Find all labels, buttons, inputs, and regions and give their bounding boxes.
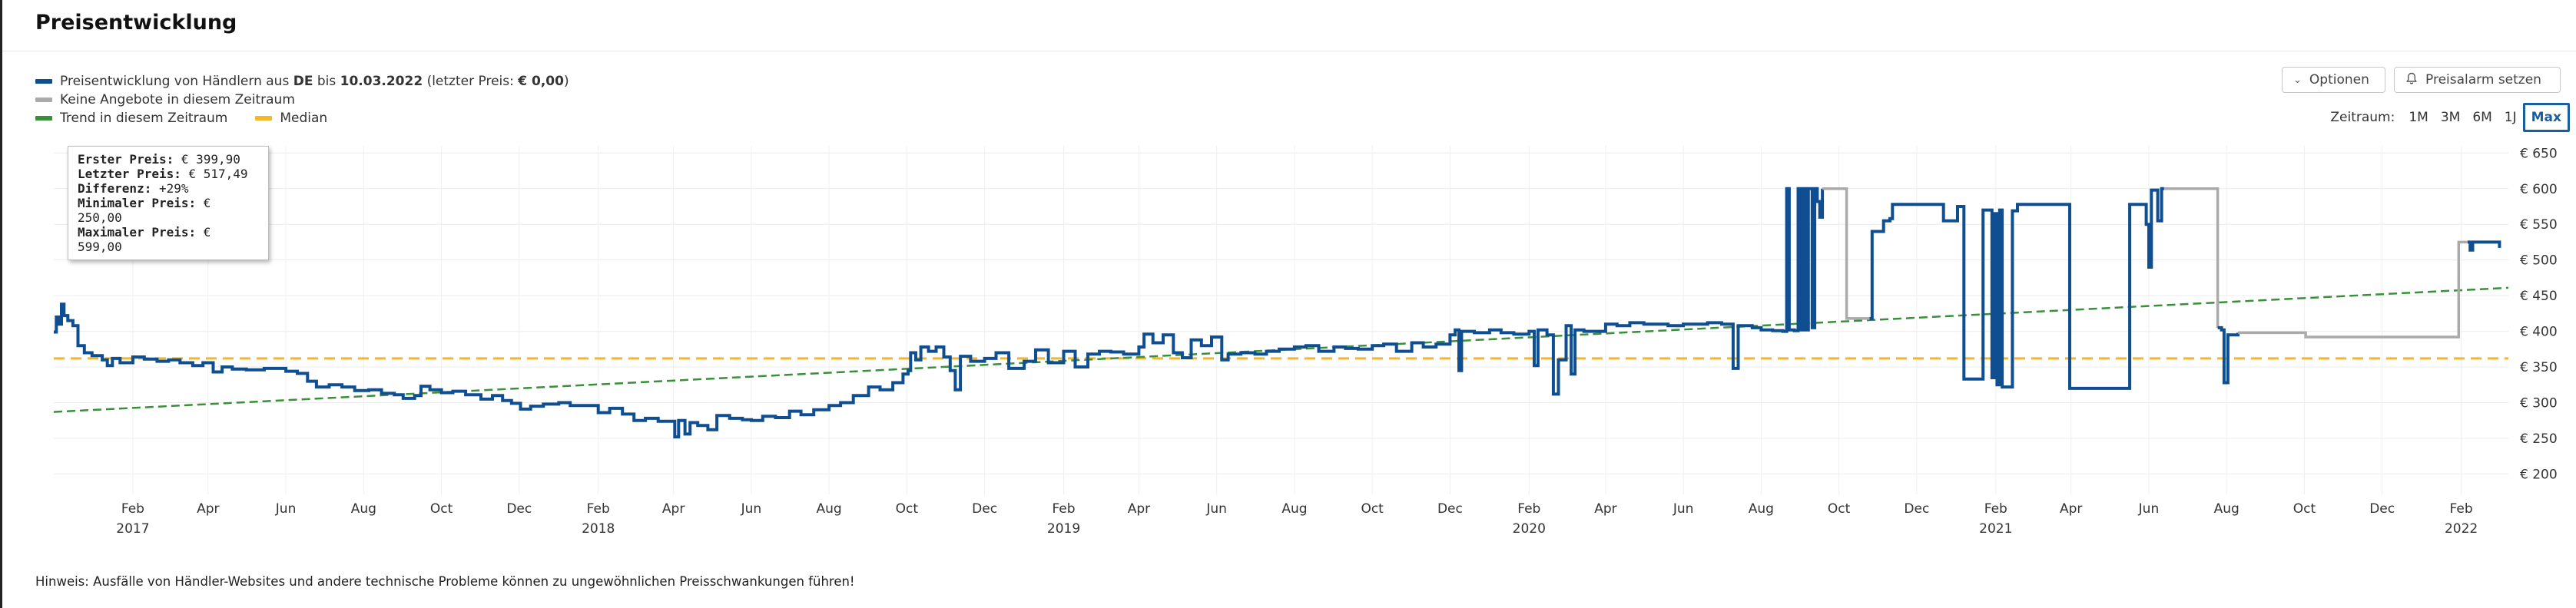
- legend-label-trend: Trend in diesem Zeitraum: [60, 111, 228, 126]
- price-chart: € 200 € 250 € 300 € 350 € 400 € 450 € 500 € 550…: [53, 146, 2558, 537]
- legend-label-price: Preisentwicklung von Händlern aus DE bis…: [60, 74, 569, 89]
- legend-item-trend[interactable]: Trend in diesem Zeitraum: [35, 111, 227, 126]
- min-price-value: € 250,00: [78, 196, 211, 225]
- y-tick-label: € 250: [2520, 431, 2558, 447]
- y-tick-label: € 650: [2520, 146, 2558, 161]
- x-tick-label: Jun: [2138, 501, 2160, 517]
- x-tick-label: Feb: [1052, 501, 1075, 517]
- no-offers-series-line: [2163, 187, 2220, 328]
- disclaimer-note: Hinweis: Ausfälle von Händler-Websites u…: [35, 574, 855, 589]
- y-tick-label: € 300: [2520, 396, 2558, 411]
- difference-value: +29%: [158, 181, 189, 196]
- x-tick-label: Jun: [275, 501, 297, 517]
- x-tick-label: Apr: [1594, 501, 1616, 517]
- range-selector: Zeitraum: 1M 3M 6M 1J Max: [2330, 103, 2570, 132]
- x-tick-label: Dec: [1904, 501, 1929, 517]
- page-title: Preisentwicklung: [35, 11, 237, 35]
- x-tick-label: Feb: [1517, 501, 1540, 517]
- range-option-6m[interactable]: 6M: [2472, 110, 2492, 125]
- no-offers-series-line: [1822, 187, 1870, 320]
- legend-swatch-price: [35, 79, 52, 84]
- y-tick-label: € 450: [2520, 289, 2558, 304]
- range-label: Zeitraum:: [2330, 110, 2395, 125]
- price-series-line: [1869, 187, 2164, 390]
- y-tick-label: € 550: [2520, 217, 2558, 233]
- x-tick-label: Aug: [2214, 501, 2239, 517]
- last-price-value: € 517,49: [188, 167, 248, 181]
- last-price-label: Letzter Preis:: [78, 167, 181, 181]
- y-tick-label: € 200: [2520, 467, 2558, 482]
- chart-legend: Preisentwicklung von Händlern aus DE bis…: [35, 72, 569, 127]
- x-tick-label: Feb: [587, 501, 610, 517]
- x-tick-label: Dec: [1437, 501, 1463, 517]
- x-year-label: 2018: [582, 521, 615, 537]
- x-year-label: 2021: [1979, 521, 2012, 537]
- x-tick-label: Aug: [817, 501, 842, 517]
- legend-label-no-offers: Keine Angebote in diesem Zeitraum: [60, 92, 295, 107]
- x-tick-label: Feb: [121, 501, 144, 517]
- chevron-down-icon: ⌄: [2293, 74, 2302, 86]
- x-tick-label: Aug: [351, 501, 376, 517]
- price-alarm-button-label: Preisalarm setzen: [2425, 72, 2541, 88]
- range-option-1m[interactable]: 1M: [2409, 110, 2428, 125]
- x-tick-label: Jun: [741, 501, 762, 517]
- x-year-label: 2019: [1047, 521, 1080, 537]
- bell-icon: [2405, 72, 2418, 88]
- price-stats-box: Erster Preis: € 399,90 Letzter Preis: € …: [68, 146, 269, 260]
- x-tick-label: Jun: [1205, 501, 1227, 517]
- range-option-1j[interactable]: 1J: [2504, 110, 2517, 125]
- y-tick-label: € 350: [2520, 360, 2558, 375]
- x-tick-label: Apr: [662, 501, 685, 517]
- price-series-line: [2217, 325, 2240, 385]
- range-option-3m[interactable]: 3M: [2440, 110, 2461, 125]
- legend-label-median: Median: [280, 111, 328, 126]
- x-tick-label: Oct: [896, 501, 919, 517]
- x-tick-label: Dec: [972, 501, 997, 517]
- legend-item-median[interactable]: Median: [255, 111, 327, 126]
- first-price-value: € 399,90: [181, 152, 240, 167]
- x-year-label: 2017: [116, 521, 149, 537]
- price-alarm-button[interactable]: Preisalarm setzen: [2394, 67, 2561, 93]
- min-price-label: Minimaler Preis:: [78, 196, 197, 210]
- max-price-value: € 599,00: [78, 225, 211, 254]
- x-tick-label: Dec: [2369, 501, 2395, 517]
- x-tick-label: Feb: [1984, 501, 2007, 517]
- max-price-label: Maximaler Preis:: [78, 225, 197, 240]
- legend-swatch-median: [255, 116, 273, 121]
- first-price-label: Erster Preis:: [78, 152, 174, 167]
- y-tick-label: € 600: [2520, 182, 2558, 197]
- x-year-label: 2022: [2445, 521, 2478, 537]
- legend-swatch-no-offers: [35, 97, 52, 102]
- panel-left-border: [0, 0, 2, 608]
- options-button-label: Optionen: [2309, 72, 2369, 88]
- x-tick-label: Oct: [2293, 501, 2316, 517]
- x-tick-label: Oct: [1828, 501, 1851, 517]
- x-tick-label: Apr: [1128, 501, 1150, 517]
- x-year-label: 2020: [1513, 521, 1546, 537]
- y-tick-label: € 500: [2520, 253, 2558, 269]
- legend-item-price[interactable]: Preisentwicklung von Händlern aus DE bis…: [35, 72, 569, 91]
- no-offers-series-line: [2238, 240, 2468, 339]
- price-series-line: [54, 187, 1825, 439]
- x-tick-label: Feb: [2450, 501, 2473, 517]
- price-series-line: [2467, 240, 2501, 252]
- x-tick-label: Jun: [1673, 501, 1694, 517]
- x-tick-label: Aug: [1749, 501, 1774, 517]
- range-option-max[interactable]: Max: [2522, 103, 2570, 132]
- y-tick-label: € 400: [2520, 325, 2558, 340]
- legend-item-no-offers[interactable]: Keine Angebote in diesem Zeitraum: [35, 91, 569, 109]
- x-tick-label: Oct: [430, 501, 453, 517]
- legend-swatch-trend: [35, 116, 52, 121]
- x-tick-label: Aug: [1281, 501, 1307, 517]
- x-tick-label: Oct: [1361, 501, 1384, 517]
- options-button[interactable]: ⌄ Optionen: [2282, 67, 2385, 93]
- x-tick-label: Dec: [506, 501, 532, 517]
- difference-label: Differenz:: [78, 181, 152, 196]
- x-tick-label: Apr: [197, 501, 219, 517]
- x-tick-label: Apr: [2060, 501, 2082, 517]
